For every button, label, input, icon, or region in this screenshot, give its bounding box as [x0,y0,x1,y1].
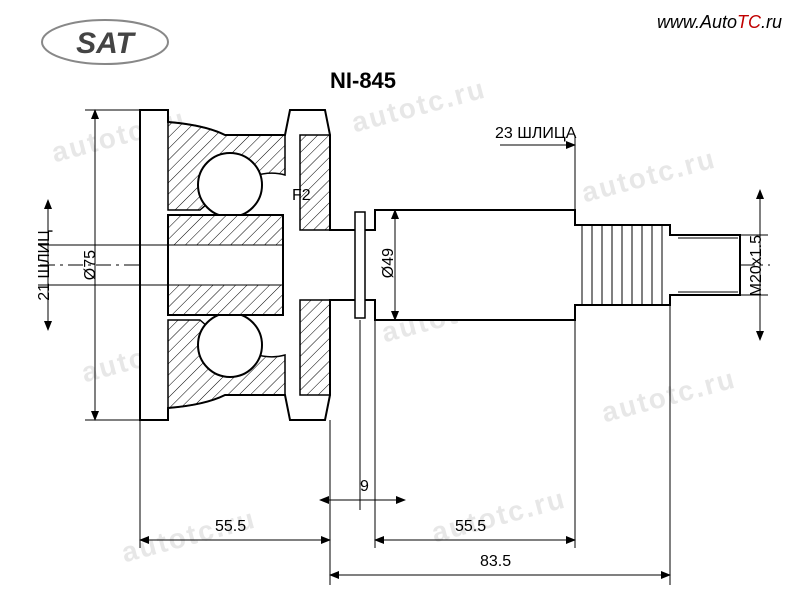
dim-23-spline: 23 ШЛИЦА [495,125,576,143]
dim-d75: Ø75 [82,250,100,280]
dim-21-spline: 21 ШЛИЦ [36,230,54,301]
dim-thread: M20x1.5 [748,235,766,296]
dim-d49: Ø49 [380,248,398,278]
dim-9: 9 [360,478,369,496]
drawing-canvas: autotc.ruautotc.ruautotc.ruautotc.ruauto… [0,0,800,600]
dim-83-5: 83.5 [480,553,511,571]
technical-drawing: F2 [0,0,800,600]
dim-55-5-right: 55.5 [455,518,486,536]
f2-label: F2 [292,187,311,204]
dim-55-5-left: 55.5 [215,518,246,536]
